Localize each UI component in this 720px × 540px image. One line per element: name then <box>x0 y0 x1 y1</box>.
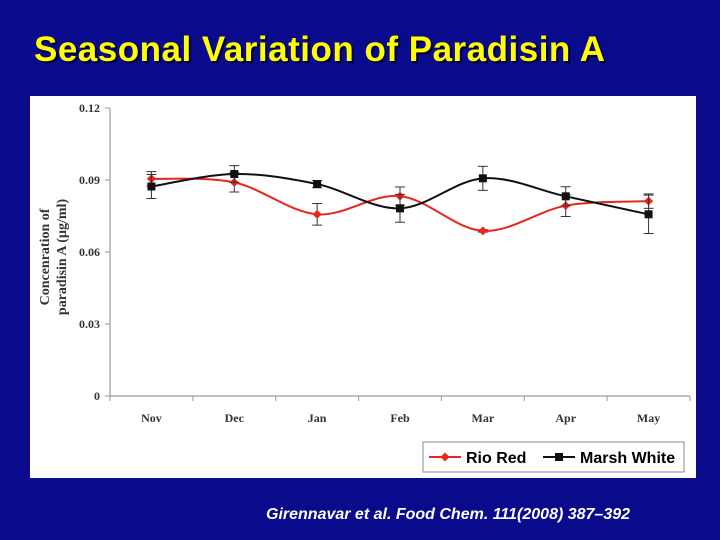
legend-label-rio-red: Rio Red <box>466 450 526 467</box>
x-tick-label: Feb <box>390 411 410 425</box>
marsh-white-data-point <box>644 210 653 219</box>
x-tick-label: Mar <box>472 411 495 425</box>
y-tick-label: 0 <box>94 389 100 403</box>
marsh-white-data-point <box>396 204 404 213</box>
rio-red-data-point <box>478 226 488 236</box>
marsh-white-data-point <box>147 182 156 191</box>
x-tick-label: May <box>637 411 660 425</box>
marsh-white-data-point <box>230 170 239 178</box>
legend-marker-marsh-white <box>555 453 563 461</box>
y-axis-title-line: Concenration of <box>38 208 53 305</box>
y-tick-label: 0.09 <box>79 173 100 187</box>
y-axis-title-line: paradisin A (µg/ml) <box>55 199 70 316</box>
chart-panel: 0 0.03 0.06 0.09 0.12 Nov Dec Jan Feb Mar Apr May Co… <box>30 96 696 478</box>
legend-marker-rio-red <box>440 452 450 462</box>
rio-red-data-point <box>312 209 322 219</box>
x-tick-label: Dec <box>225 411 245 425</box>
marsh-white-data-point <box>561 192 570 201</box>
x-tick-label: Apr <box>555 411 576 425</box>
marsh-white-data-point <box>313 180 322 189</box>
paradisin-line-chart: 0 0.03 0.06 0.09 0.12 Nov Dec Jan Feb Mar Apr May Co… <box>38 101 691 473</box>
x-tick-label: Nov <box>141 411 162 425</box>
x-tick-label: Jan <box>308 411 327 425</box>
citation: Girennavar et al. Food Chem. 111(2008) 3… <box>266 506 631 523</box>
y-tick-label: 0.12 <box>79 101 100 115</box>
y-tick-label: 0.06 <box>79 245 100 259</box>
y-tick-label: 0.03 <box>79 317 100 331</box>
marsh-white-data-point <box>478 174 487 183</box>
legend-label-marsh-white: Marsh White <box>580 450 675 467</box>
slide-title: Seasonal Variation of Paradisin A <box>34 30 606 69</box>
